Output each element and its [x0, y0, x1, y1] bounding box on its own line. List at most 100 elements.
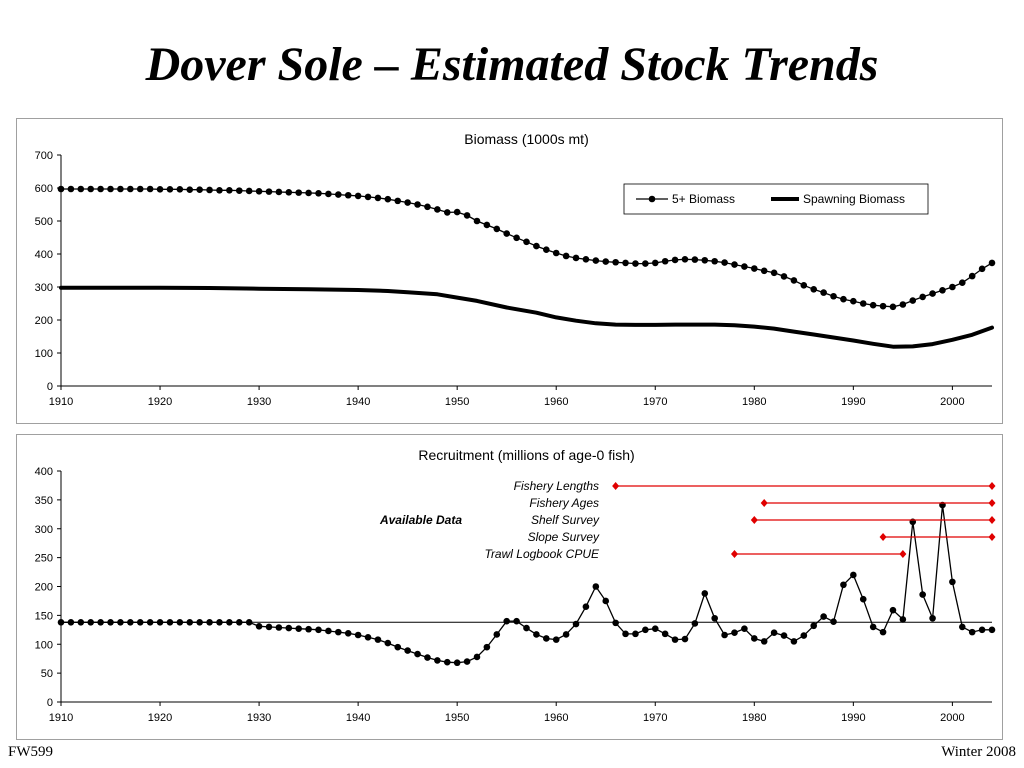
data-point	[255, 623, 263, 630]
data-point	[176, 186, 184, 193]
data-point	[978, 265, 986, 273]
data-point	[374, 636, 382, 643]
data-point	[77, 619, 85, 626]
data-point	[117, 619, 124, 626]
data-point	[364, 193, 372, 201]
data-point	[394, 197, 402, 205]
data-point	[582, 255, 590, 263]
data-point	[166, 619, 174, 626]
data-point	[206, 619, 213, 626]
data-point	[523, 624, 530, 632]
available-data-range-endpoint	[750, 516, 758, 524]
x-tick-label: 1950	[445, 712, 469, 724]
data-point	[67, 619, 75, 626]
data-point	[681, 635, 689, 643]
data-point	[770, 269, 778, 277]
data-point	[335, 628, 342, 636]
data-point	[443, 209, 451, 216]
data-point	[315, 626, 322, 634]
data-point	[612, 619, 619, 627]
y-tick-label: 50	[41, 668, 53, 680]
data-point	[414, 201, 421, 208]
x-tick-label: 1970	[643, 396, 667, 408]
data-point	[127, 619, 134, 626]
data-point	[810, 286, 818, 293]
y-tick-label: 100	[35, 348, 53, 360]
data-point	[166, 186, 174, 193]
data-point	[543, 635, 550, 642]
data-point	[770, 629, 778, 636]
data-point	[325, 190, 332, 198]
data-point	[879, 628, 887, 636]
data-point	[374, 194, 382, 202]
data-point	[493, 225, 501, 233]
data-point	[651, 259, 659, 267]
data-point	[186, 186, 194, 193]
data-point	[196, 186, 203, 193]
y-tick-label: 100	[35, 639, 53, 651]
x-tick-label: 1980	[742, 712, 766, 724]
data-point	[354, 631, 362, 639]
x-tick-label: 1950	[445, 396, 469, 408]
data-point	[364, 634, 372, 641]
available-data-row-label: Trawl Logbook CPUE	[485, 547, 600, 561]
data-point	[968, 272, 976, 280]
data-point	[919, 591, 926, 598]
data-point	[750, 265, 758, 272]
x-tick-label: 1960	[544, 712, 568, 724]
data-point	[731, 261, 738, 268]
data-point	[949, 283, 956, 291]
data-point	[988, 626, 996, 634]
data-point	[206, 186, 213, 194]
data-point	[285, 188, 293, 196]
data-point	[879, 302, 887, 310]
data-point	[840, 295, 847, 303]
data-point	[780, 273, 788, 280]
available-data-range-endpoint	[730, 550, 738, 558]
data-point	[642, 260, 649, 267]
data-point	[721, 259, 728, 266]
x-tick-label: 2000	[940, 396, 964, 408]
data-point	[57, 619, 65, 626]
y-tick-label: 400	[35, 249, 53, 261]
available-data-row-label: Fishery Ages	[529, 496, 599, 510]
y-tick-label: 350	[35, 495, 53, 507]
data-point	[255, 188, 263, 195]
x-tick-label: 1940	[346, 712, 370, 724]
data-point	[691, 256, 699, 263]
y-tick-label: 500	[35, 216, 53, 228]
data-point	[850, 297, 857, 305]
data-point	[622, 259, 629, 267]
data-point	[671, 636, 679, 643]
recruitment-chart-panel: Recruitment (millions of age-0 fish) 0 50 1…	[16, 434, 1003, 740]
data-point	[929, 614, 936, 622]
data-point	[760, 267, 768, 275]
available-data-range-endpoint	[612, 482, 620, 490]
data-point	[235, 187, 243, 194]
data-point	[265, 188, 273, 195]
available-data-label: Available Data	[379, 513, 462, 527]
available-data-range-endpoint	[988, 499, 996, 507]
data-point	[275, 624, 283, 631]
available-data-row-label: Fishery Lengths	[514, 479, 599, 493]
y-tick-label: 600	[35, 183, 53, 195]
data-point	[632, 630, 639, 638]
data-point	[226, 187, 233, 194]
data-point	[493, 631, 501, 638]
chart-title: Recruitment (millions of age-0 fish)	[418, 447, 634, 463]
x-tick-label: 1940	[346, 396, 370, 408]
data-point	[552, 636, 560, 643]
legend-label-spawning-biomass: Spawning Biomass	[803, 192, 905, 206]
data-point	[354, 192, 362, 200]
data-point	[453, 659, 461, 667]
data-point	[127, 185, 134, 193]
data-point	[216, 187, 223, 194]
data-point	[929, 290, 936, 297]
data-point	[592, 583, 600, 590]
legend-marker-5-biomass	[648, 195, 656, 203]
data-point	[87, 619, 95, 626]
recruitment-chart: Recruitment (millions of age-0 fish) 0 50 1…	[35, 447, 996, 724]
x-tick-label: 1920	[148, 712, 172, 724]
data-point	[533, 631, 540, 638]
data-point	[453, 208, 461, 216]
